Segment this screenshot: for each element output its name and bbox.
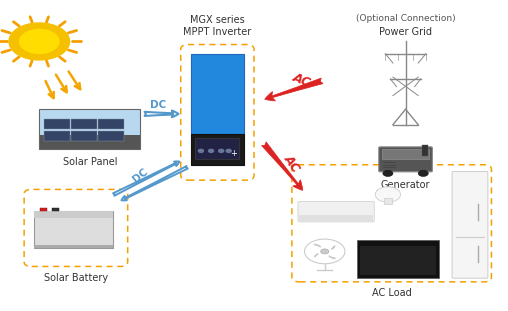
- Text: Power Grid: Power Grid: [379, 27, 432, 37]
- Text: Generator: Generator: [381, 180, 430, 190]
- Text: Solar Panel: Solar Panel: [62, 157, 117, 167]
- FancyBboxPatch shape: [379, 147, 432, 172]
- Circle shape: [218, 149, 224, 152]
- FancyBboxPatch shape: [300, 216, 373, 221]
- Circle shape: [321, 249, 329, 254]
- Text: (Optional Connection): (Optional Connection): [356, 14, 455, 23]
- Circle shape: [9, 23, 70, 60]
- FancyBboxPatch shape: [39, 109, 140, 135]
- FancyBboxPatch shape: [360, 245, 436, 275]
- FancyBboxPatch shape: [191, 54, 244, 134]
- FancyBboxPatch shape: [71, 119, 97, 129]
- Circle shape: [199, 149, 204, 152]
- Text: AC: AC: [281, 152, 302, 174]
- FancyArrowPatch shape: [329, 256, 335, 259]
- FancyBboxPatch shape: [34, 211, 113, 248]
- Circle shape: [375, 187, 400, 202]
- FancyBboxPatch shape: [34, 245, 113, 248]
- FancyBboxPatch shape: [191, 134, 244, 165]
- Text: Solar Battery: Solar Battery: [44, 273, 108, 283]
- FancyBboxPatch shape: [44, 119, 70, 129]
- FancyBboxPatch shape: [40, 208, 47, 211]
- Text: +: +: [230, 149, 237, 158]
- FancyBboxPatch shape: [98, 119, 123, 129]
- FancyBboxPatch shape: [44, 131, 70, 141]
- Circle shape: [418, 170, 428, 176]
- Text: DC: DC: [131, 166, 150, 184]
- Text: MGX series
MPPT Inverter: MGX series MPPT Inverter: [183, 15, 251, 37]
- Circle shape: [208, 149, 213, 152]
- FancyArrowPatch shape: [332, 246, 335, 249]
- Circle shape: [20, 30, 59, 53]
- Text: AC Load: AC Load: [372, 288, 411, 298]
- FancyBboxPatch shape: [71, 131, 97, 141]
- FancyArrowPatch shape: [315, 254, 318, 257]
- FancyArrowPatch shape: [314, 244, 321, 247]
- FancyBboxPatch shape: [39, 135, 140, 149]
- FancyBboxPatch shape: [422, 146, 428, 156]
- FancyBboxPatch shape: [98, 131, 123, 141]
- Text: AC: AC: [291, 71, 313, 90]
- Text: DC: DC: [150, 100, 166, 110]
- FancyBboxPatch shape: [34, 211, 113, 218]
- FancyBboxPatch shape: [452, 172, 488, 278]
- Circle shape: [383, 170, 393, 176]
- FancyBboxPatch shape: [383, 149, 429, 159]
- FancyBboxPatch shape: [52, 208, 59, 211]
- FancyBboxPatch shape: [357, 240, 439, 278]
- FancyBboxPatch shape: [196, 138, 239, 159]
- Circle shape: [226, 149, 231, 152]
- FancyBboxPatch shape: [384, 197, 392, 204]
- FancyBboxPatch shape: [298, 202, 374, 222]
